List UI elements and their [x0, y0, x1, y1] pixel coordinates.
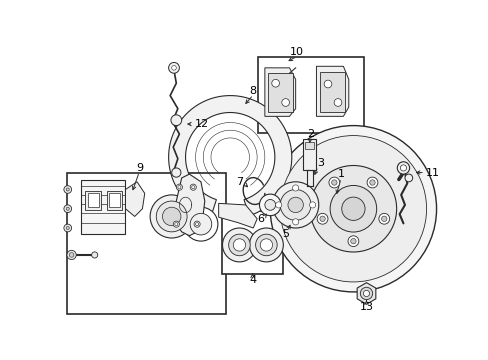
Circle shape — [222, 228, 256, 262]
Bar — [319, 72, 344, 112]
Circle shape — [350, 238, 355, 244]
Circle shape — [366, 177, 377, 188]
Bar — [267, 73, 292, 112]
Circle shape — [378, 213, 389, 224]
Circle shape — [176, 184, 182, 190]
Circle shape — [178, 186, 181, 189]
Circle shape — [91, 252, 98, 258]
Circle shape — [280, 189, 310, 220]
Circle shape — [264, 199, 275, 210]
Circle shape — [280, 136, 426, 282]
Text: 7: 7 — [235, 177, 243, 187]
FancyArrowPatch shape — [398, 172, 403, 180]
Circle shape — [272, 182, 318, 228]
Circle shape — [369, 180, 374, 185]
Circle shape — [329, 185, 376, 232]
Circle shape — [191, 186, 194, 189]
Circle shape — [287, 197, 303, 213]
Circle shape — [173, 221, 179, 227]
Bar — [221, 211, 283, 274]
Circle shape — [328, 177, 339, 188]
Bar — [303, 139, 315, 170]
Circle shape — [324, 80, 331, 88]
Circle shape — [360, 287, 372, 300]
Circle shape — [228, 234, 250, 256]
Circle shape — [249, 228, 283, 262]
Circle shape — [190, 184, 196, 190]
Circle shape — [260, 239, 272, 251]
Circle shape — [162, 207, 181, 226]
Polygon shape — [168, 96, 291, 216]
Circle shape — [281, 99, 289, 106]
Bar — [257, 57, 364, 132]
Circle shape — [271, 80, 279, 87]
Polygon shape — [356, 283, 375, 304]
Text: 4: 4 — [248, 275, 256, 285]
Bar — [305, 142, 313, 149]
Circle shape — [333, 99, 341, 106]
Polygon shape — [316, 66, 348, 116]
Circle shape — [195, 222, 198, 226]
Text: 13: 13 — [359, 302, 373, 311]
Circle shape — [194, 221, 200, 227]
Circle shape — [156, 201, 187, 232]
Bar — [67, 172, 225, 314]
Circle shape — [341, 197, 365, 220]
Text: 5: 5 — [282, 229, 288, 239]
Bar — [85, 191, 101, 210]
Circle shape — [363, 291, 369, 297]
Circle shape — [67, 250, 76, 260]
Circle shape — [255, 234, 277, 256]
Circle shape — [171, 66, 176, 70]
Circle shape — [404, 174, 412, 182]
Bar — [109, 193, 120, 207]
Circle shape — [347, 236, 358, 247]
Circle shape — [190, 213, 211, 235]
Circle shape — [309, 166, 396, 252]
Text: 6: 6 — [257, 214, 264, 224]
FancyBboxPatch shape — [81, 180, 125, 234]
Polygon shape — [174, 174, 204, 236]
Circle shape — [381, 216, 386, 221]
Polygon shape — [218, 203, 257, 228]
Text: 1: 1 — [337, 169, 344, 179]
Circle shape — [270, 126, 436, 292]
Text: 3: 3 — [316, 158, 323, 167]
Circle shape — [64, 186, 71, 193]
Circle shape — [400, 165, 406, 171]
Circle shape — [275, 202, 281, 208]
Circle shape — [168, 62, 179, 73]
Polygon shape — [264, 68, 295, 116]
Circle shape — [233, 239, 245, 251]
Circle shape — [66, 226, 69, 230]
Text: 2: 2 — [306, 129, 313, 139]
Circle shape — [150, 195, 193, 238]
Text: 11: 11 — [425, 167, 439, 177]
Circle shape — [69, 253, 74, 257]
Circle shape — [174, 222, 178, 226]
Circle shape — [64, 224, 71, 232]
Circle shape — [331, 180, 336, 185]
Circle shape — [64, 205, 71, 213]
Bar — [107, 191, 122, 210]
Circle shape — [259, 194, 281, 216]
Polygon shape — [125, 182, 144, 216]
Circle shape — [66, 207, 69, 210]
Text: 10: 10 — [289, 48, 304, 58]
Circle shape — [396, 162, 409, 174]
Text: 12: 12 — [194, 119, 208, 129]
Circle shape — [319, 216, 325, 221]
Text: 9: 9 — [136, 163, 142, 173]
Text: 8: 8 — [249, 86, 256, 96]
Circle shape — [309, 202, 315, 208]
Circle shape — [171, 115, 182, 126]
Circle shape — [317, 213, 327, 224]
Circle shape — [292, 219, 298, 225]
Circle shape — [292, 185, 298, 191]
Circle shape — [66, 188, 69, 191]
Circle shape — [171, 168, 181, 177]
Circle shape — [183, 207, 218, 241]
Bar — [87, 193, 99, 207]
